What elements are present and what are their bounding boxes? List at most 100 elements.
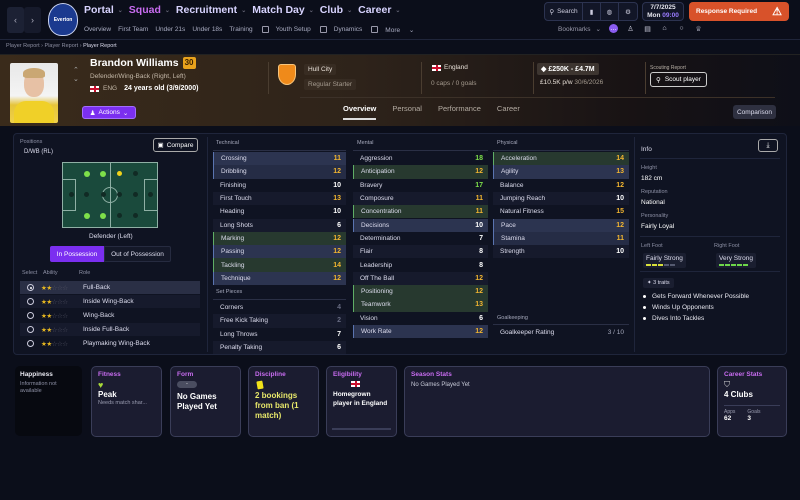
clipboard-icon[interactable]: ▤ [644,25,651,33]
subnav-overview[interactable]: Overview [84,26,112,33]
date-time[interactable]: 7/7/2025 Mon 09:00 [642,2,684,21]
chat-icon[interactable]: … [609,24,618,33]
subnav-under-21s[interactable]: Under 21s [155,26,186,33]
player-switcher[interactable]: ⌃ ⌄ [73,66,79,84]
attr-row[interactable]: Penalty Taking 6 [213,340,346,355]
position-pitch[interactable] [62,162,158,228]
attr-row[interactable]: Decisions 10 [353,218,488,232]
forward-button[interactable]: › [24,7,41,33]
radio-selected[interactable] [27,284,34,291]
subnav-under-18s[interactable]: Under 18s [192,26,223,33]
response-required-button[interactable]: Response Required ⚠ [689,2,789,21]
attr-row[interactable]: Free Kick Taking 2 [213,314,346,328]
attr-row[interactable]: Passing 12 [213,245,346,259]
nav-recruitment[interactable]: Recruitment ⌄ [176,4,246,16]
nav-portal[interactable]: Portal ⌄ [84,4,123,16]
nav-squad[interactable]: Squad ⌄ [129,4,170,16]
attr-row[interactable]: Strength 10 [493,245,629,259]
attr-row[interactable]: Tackling 14 [213,258,346,272]
subnav-training[interactable]: Training [229,26,269,34]
comparison-button[interactable]: Comparison [733,105,776,119]
breadcrumb-item[interactable]: Player Report [6,43,40,49]
happiness-card[interactable]: Happiness Information not available [15,366,82,436]
nav-club[interactable]: Club ⌄ [320,4,352,16]
attr-row[interactable]: Pace 12 [493,218,629,232]
attr-row[interactable]: First Touch 13 [213,191,346,206]
role-row[interactable]: ★★☆☆☆ Inside Wing-Back [20,295,200,308]
breadcrumb-item[interactable]: Player Report [44,43,79,49]
attr-row[interactable]: Natural Fitness 15 [493,205,629,218]
subnav-youth-setup[interactable]: Youth Setup [276,26,327,34]
attr-row[interactable]: Jumping Reach 10 [493,191,629,206]
role-row[interactable]: ★★☆☆☆ Wing-Back [20,309,200,322]
tab-overview[interactable]: Overview [343,104,377,120]
nation-info[interactable]: England [432,64,468,71]
season-stats-card[interactable]: Season Stats No Games Played Yet [404,366,710,437]
actions-button[interactable]: ♟ Actions ⌄ [82,106,136,119]
role-row[interactable]: ★★☆☆☆ Playmaking Wing-Back [20,337,200,350]
scout-player-button[interactable]: ⚲ Scout player [650,72,707,87]
subnav-more[interactable]: More ⌄ [385,26,421,34]
radio[interactable] [27,298,34,305]
attr-row[interactable]: Concentration 11 [353,205,488,219]
role-row[interactable]: ★★☆☆☆ Full-Back [20,281,200,294]
attr-row[interactable]: Long Shots 6 [213,218,346,232]
tab-personal[interactable]: Personal [392,104,422,113]
compare-button[interactable]: ▣ Compare [153,138,198,152]
attr-row[interactable]: Technique 12 [213,271,346,285]
tab-performance[interactable]: Performance [437,104,481,113]
radio[interactable] [27,340,34,347]
attr-row[interactable]: Aggression 18 [353,152,488,165]
attr-row[interactable]: Marking 12 [213,231,346,246]
form-card[interactable]: Form - No Games Played Yet [170,366,241,437]
hull-city-crest[interactable] [278,64,296,85]
hierarchy-icon[interactable]: ⌂ [662,25,667,32]
attr-row[interactable]: Leadership 8 [353,258,488,271]
goalkeeper-rating-row[interactable]: Goalkeeper Rating 3 / 10 [493,326,629,339]
attr-row[interactable]: Vision 6 [353,312,488,325]
eligibility-card[interactable]: Eligibility Homegrown player in England [326,366,397,437]
in-possession-tab[interactable]: In Possession [50,246,104,262]
discipline-card[interactable]: Discipline 2 bookings from ban (1 match) [248,366,319,437]
attr-row[interactable]: Long Throws 7 [213,328,346,341]
attr-row[interactable]: Teamwork 13 [353,298,488,312]
club-crest[interactable]: Everton [48,3,78,36]
attr-row[interactable]: Corners 4 [213,301,346,314]
career-stats-card[interactable]: Career Stats ⛉ 4 Clubs Apps 62 Goals 3 [717,366,787,437]
attr-row[interactable]: Work Rate 12 [353,324,488,339]
settings-button[interactable]: ⚙ [619,3,637,20]
chevron-down-icon[interactable]: ⌄ [73,76,79,83]
attr-row[interactable]: Bravery 17 [353,179,488,192]
subnav-dynamics[interactable]: Dynamics [334,26,379,34]
fitness-card[interactable]: Fitness ♥ Peak Needs match shar... [91,366,162,437]
attr-row[interactable]: Heading 10 [213,205,346,218]
transfer-value[interactable]: ◆ £250K - £4.7M [537,63,599,75]
attr-row[interactable]: Positioning 12 [353,285,488,299]
radio[interactable] [27,326,34,333]
back-button[interactable]: ‹ [7,7,24,33]
nav-career[interactable]: Career ⌄ [358,4,400,16]
attr-row[interactable]: Crossing 11 [213,152,346,166]
bookmarks-dropdown[interactable]: Bookmarks ⌄ [558,25,601,34]
attr-row[interactable]: Anticipation 12 [353,165,488,179]
traits-badge[interactable]: ✦ 3 traits [643,278,674,288]
nav-match-day[interactable]: Match Day ⌄ [252,4,314,16]
trophy-icon[interactable]: ♕ [695,25,702,33]
role-row[interactable]: ★★☆☆☆ Inside Full-Back [20,323,200,336]
attr-row[interactable]: Stamina 11 [493,231,629,246]
shirt-icon[interactable]: ♙ [627,25,634,33]
attr-row[interactable]: Determination 7 [353,232,488,245]
attr-row[interactable]: Finishing 10 [213,179,346,192]
subnav-first-team[interactable]: First Team [118,26,149,33]
search-button[interactable]: ⚲ Search [545,3,583,20]
out-of-possession-tab[interactable]: Out of Possession [104,246,171,262]
tab-career[interactable]: Career [496,104,520,113]
club-name[interactable]: Hull City [304,64,337,75]
attr-row[interactable]: Flair 8 [353,245,488,259]
chevron-up-icon[interactable]: ⌃ [73,67,79,74]
refresh-icon[interactable]: ○ [679,25,684,32]
radio[interactable] [27,312,34,319]
brain-button[interactable]: ◍ [601,3,619,20]
attr-row[interactable]: Composure 11 [353,191,488,206]
attr-row[interactable]: Agility 13 [493,165,629,179]
